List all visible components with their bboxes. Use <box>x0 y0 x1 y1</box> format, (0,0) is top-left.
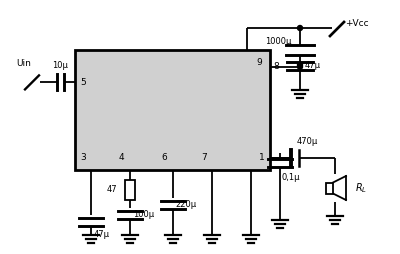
Text: 9: 9 <box>256 58 262 67</box>
Bar <box>75 50 270 170</box>
Text: 220μ: 220μ <box>176 200 197 209</box>
Text: 6: 6 <box>162 153 168 162</box>
Text: 47μ: 47μ <box>305 61 321 70</box>
Text: Uin: Uin <box>16 59 32 68</box>
Text: 1: 1 <box>259 153 265 162</box>
Bar <box>125 180 135 200</box>
Text: 7: 7 <box>201 153 206 162</box>
Bar <box>326 183 333 194</box>
Text: 100μ: 100μ <box>133 210 154 219</box>
Text: 47: 47 <box>107 185 118 195</box>
Text: 4: 4 <box>119 153 125 162</box>
Circle shape <box>298 25 302 30</box>
Text: 1000μ: 1000μ <box>265 38 291 46</box>
Text: 3: 3 <box>80 153 86 162</box>
Text: 5: 5 <box>80 78 86 87</box>
Text: 0,1μ: 0,1μ <box>282 173 300 182</box>
Text: 47μ: 47μ <box>94 230 110 239</box>
Circle shape <box>298 64 302 69</box>
Circle shape <box>298 62 302 68</box>
Text: 470μ: 470μ <box>297 137 318 146</box>
Text: 10μ: 10μ <box>52 61 68 70</box>
Text: 8: 8 <box>273 62 279 71</box>
Text: $R_L$: $R_L$ <box>355 181 367 195</box>
Text: +Vcc: +Vcc <box>345 19 369 27</box>
